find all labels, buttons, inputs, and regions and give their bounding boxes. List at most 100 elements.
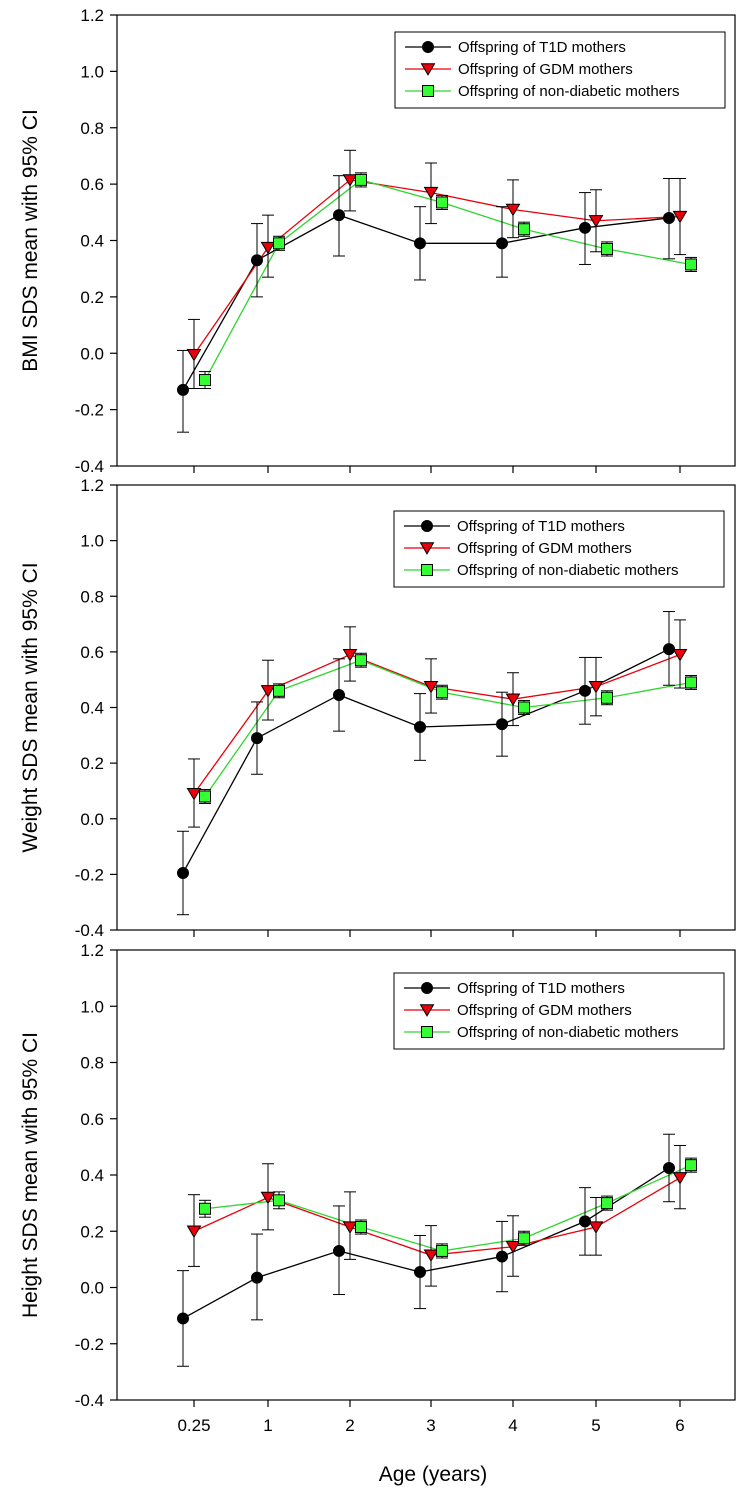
series-line-non-diabetic [204,1164,692,1252]
legend-label-gdm: Offspring of GDM mothers [458,61,633,78]
y-tick-label: -0.2 [75,865,104,884]
x-axis-title: Age (years) [379,1463,488,1486]
legend-label-non-diabetic: Offspring of non-diabetic mothers [457,562,679,579]
data-point-gdm [588,1221,604,1234]
data-point-t1d [496,1250,508,1263]
data-point-non-diabetic [355,173,367,186]
legend-marker-t1d [421,982,433,994]
data-point-non-diabetic [685,1159,697,1172]
y-tick-label: -0.2 [75,1335,104,1354]
x-tick-label: 0.25 [177,1416,210,1435]
data-point-gdm [260,241,276,255]
data-point-gdm [423,186,439,200]
legend-marker-non-diabetic [422,85,434,97]
legend: Offspring of T1D mothers Offspring of GDM… [393,972,725,1050]
data-point-non-diabetic [601,1197,613,1210]
legend-label-non-diabetic: Offspring of non-diabetic mothers [457,1024,679,1041]
y-tick-label: 1.0 [80,997,104,1016]
data-point-non-diabetic [685,676,697,689]
data-point-t1d [496,718,508,731]
data-point-non-diabetic [199,790,211,803]
data-point-non-diabetic [436,196,448,209]
data-point-t1d [579,221,591,234]
data-point-t1d [177,866,189,879]
y-tick-label: 0.8 [80,587,104,606]
data-point-gdm [588,215,604,228]
x-tick-label: 2 [345,1416,354,1435]
legend-marker-non-diabetic [421,1026,433,1038]
data-point-t1d [414,720,426,733]
data-point-gdm [423,1249,439,1262]
legend-label-t1d: Offspring of T1D mothers [457,518,625,535]
y-tick-label: 0.2 [80,754,104,773]
data-point-non-diabetic [273,1194,285,1207]
x-tick-label: 4 [508,1416,517,1435]
y-tick-label: -0.2 [75,401,104,420]
data-point-t1d [251,1271,263,1284]
data-point-non-diabetic [518,1232,530,1245]
y-tick-label: 1.2 [80,6,104,25]
data-point-gdm [505,1241,521,1254]
y-tick-label: -0.4 [75,921,104,940]
data-point-gdm [260,1191,276,1205]
data-point-t1d [251,254,263,267]
data-point-gdm [342,174,358,187]
data-point-gdm [672,210,688,224]
data-point-non-diabetic [436,1244,448,1257]
y-tick-label: 0.8 [80,119,104,138]
data-point-t1d [177,1312,189,1325]
data-point-t1d [414,1266,426,1279]
data-point-non-diabetic [436,686,448,699]
chart-panel-1: -0.4 -0.2 0.0 0.2 0.4 0.6 0.8 1.0 1.2 BMI SDS mea… [19,6,736,476]
legend-box [394,31,726,109]
legend-marker-gdm [419,1004,435,1017]
data-point-non-diabetic [518,701,530,714]
y-tick-label: -0.4 [75,1391,104,1410]
x-tick-label: 5 [591,1416,600,1435]
data-point-t1d [663,211,675,224]
data-point-non-diabetic [273,237,285,250]
data-point-non-diabetic [273,684,285,697]
x-tick-label: 3 [426,1416,435,1435]
legend-label-t1d: Offspring of T1D mothers [457,980,625,997]
data-point-non-diabetic [355,1221,367,1234]
legend-marker-gdm [419,542,435,555]
series-line-non-diabetic [204,659,692,797]
legend-marker-gdm [420,63,436,76]
data-point-t1d [663,1161,675,1174]
data-point-gdm [423,680,439,694]
y-axis-title: Weight SDS mean with 95% CI [19,562,42,852]
y-tick-label: 1.0 [80,62,104,81]
x-tick-label: 6 [675,1416,684,1435]
legend-box [393,510,725,588]
y-tick-label: 0.4 [80,699,104,718]
data-point-non-diabetic [355,654,367,667]
legend-label-gdm: Offspring of GDM mothers [457,540,632,557]
data-point-gdm [588,680,604,694]
data-point-gdm [672,648,688,662]
legend: Offspring of T1D mothers Offspring of GDM… [394,31,726,109]
data-point-t1d [333,1244,345,1257]
data-point-gdm [505,693,521,706]
data-point-gdm [672,1172,688,1185]
legend-marker-non-diabetic [421,564,433,576]
data-point-non-diabetic [601,691,613,704]
y-tick-label: 0.0 [80,344,104,363]
data-point-gdm [260,685,276,698]
y-tick-label: 0.2 [80,1222,104,1241]
data-point-gdm [186,348,202,362]
legend-box [393,972,725,1050]
legend-marker-t1d [421,520,433,532]
chart-panel-2: -0.4 -0.2 0.0 0.2 0.4 0.6 0.8 1.0 1.2 Weight SDS … [19,476,736,940]
legend-label-t1d: Offspring of T1D mothers [458,39,626,56]
legend-label-non-diabetic: Offspring of non-diabetic mothers [458,83,680,100]
series-line-gdm [193,653,681,795]
data-point-non-diabetic [685,258,697,271]
data-point-non-diabetic [199,1202,211,1215]
y-axis-title: BMI SDS mean with 95% CI [19,109,42,372]
y-tick-label: -0.4 [75,457,104,476]
legend: Offspring of T1D mothers Offspring of GDM… [393,510,725,588]
y-tick-label: 0.6 [80,643,104,662]
data-point-gdm [186,788,202,801]
